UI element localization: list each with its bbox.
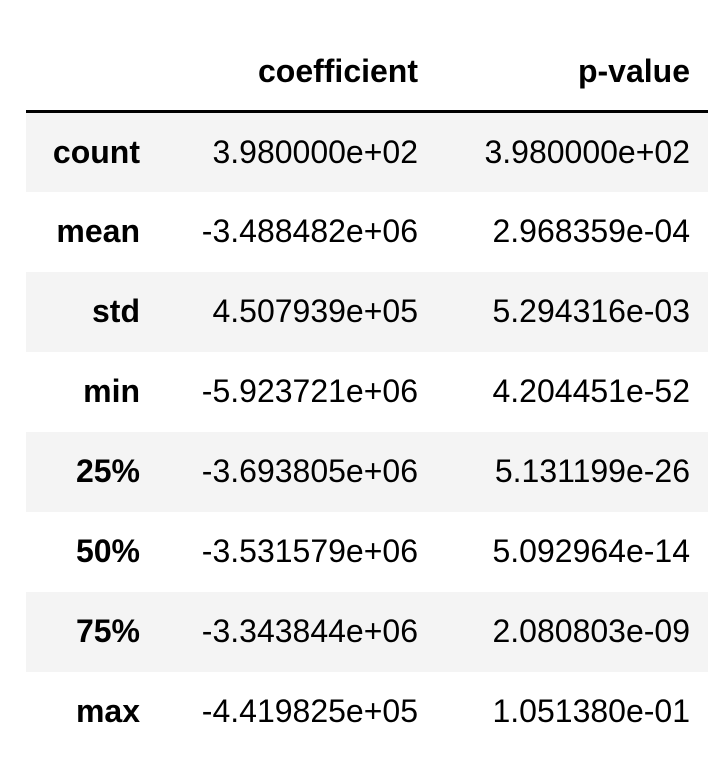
row-label: std [92,293,140,329]
header-row: coefficient p-value [26,32,708,113]
cell-coefficient: -3.343844e+06 [201,613,418,649]
table-row: count 3.980000e+02 3.980000e+02 [26,111,708,192]
row-label: 75% [75,613,140,649]
cell-p-value: 1.051380e-01 [492,693,690,729]
table-row: 50% -3.531579e+06 5.092964e-14 [26,511,708,592]
row-label: count [52,133,140,170]
cell-p-value: 5.092964e-14 [492,533,690,569]
table-body: count 3.980000e+02 3.980000e+02 mean -3.… [26,111,708,752]
table-row: std 4.507939e+05 5.294316e-03 [26,271,708,352]
describe-table: coefficient p-value count 3.980000e+02 3… [26,32,708,752]
table-header: coefficient p-value [26,32,708,113]
cell-coefficient: -5.923721e+06 [201,373,418,409]
row-label: max [75,693,140,729]
cell-p-value: 5.294316e-03 [492,293,690,329]
table-row: min -5.923721e+06 4.204451e-52 [26,351,708,432]
table-row: mean -3.488482e+06 2.968359e-04 [26,191,708,272]
cell-p-value: 2.080803e-09 [492,613,690,649]
column-header-coefficient: coefficient [154,32,436,113]
index-header [26,32,154,113]
cell-coefficient: -3.531579e+06 [201,533,418,569]
cell-coefficient: -3.488482e+06 [201,213,418,249]
describe-table-container: coefficient p-value count 3.980000e+02 3… [26,32,708,752]
row-label: mean [56,213,140,249]
row-label: min [83,373,140,409]
cell-coefficient: -3.693805e+06 [201,453,418,489]
cell-coefficient: 3.980000e+02 [212,133,418,170]
cell-p-value: 5.131199e-26 [494,453,690,489]
table-row: max -4.419825e+05 1.051380e-01 [26,671,708,752]
row-label: 50% [75,533,140,569]
cell-p-value: 2.968359e-04 [492,213,690,249]
cell-p-value: 3.980000e+02 [484,133,690,170]
cell-coefficient: -4.419825e+05 [201,693,418,729]
cell-p-value: 4.204451e-52 [492,373,690,409]
column-header-p-value: p-value [436,32,708,113]
table-row: 25% -3.693805e+06 5.131199e-26 [26,431,708,512]
table-row: 75% -3.343844e+06 2.080803e-09 [26,591,708,672]
row-label: 25% [75,453,140,489]
cell-coefficient: 4.507939e+05 [212,293,418,329]
